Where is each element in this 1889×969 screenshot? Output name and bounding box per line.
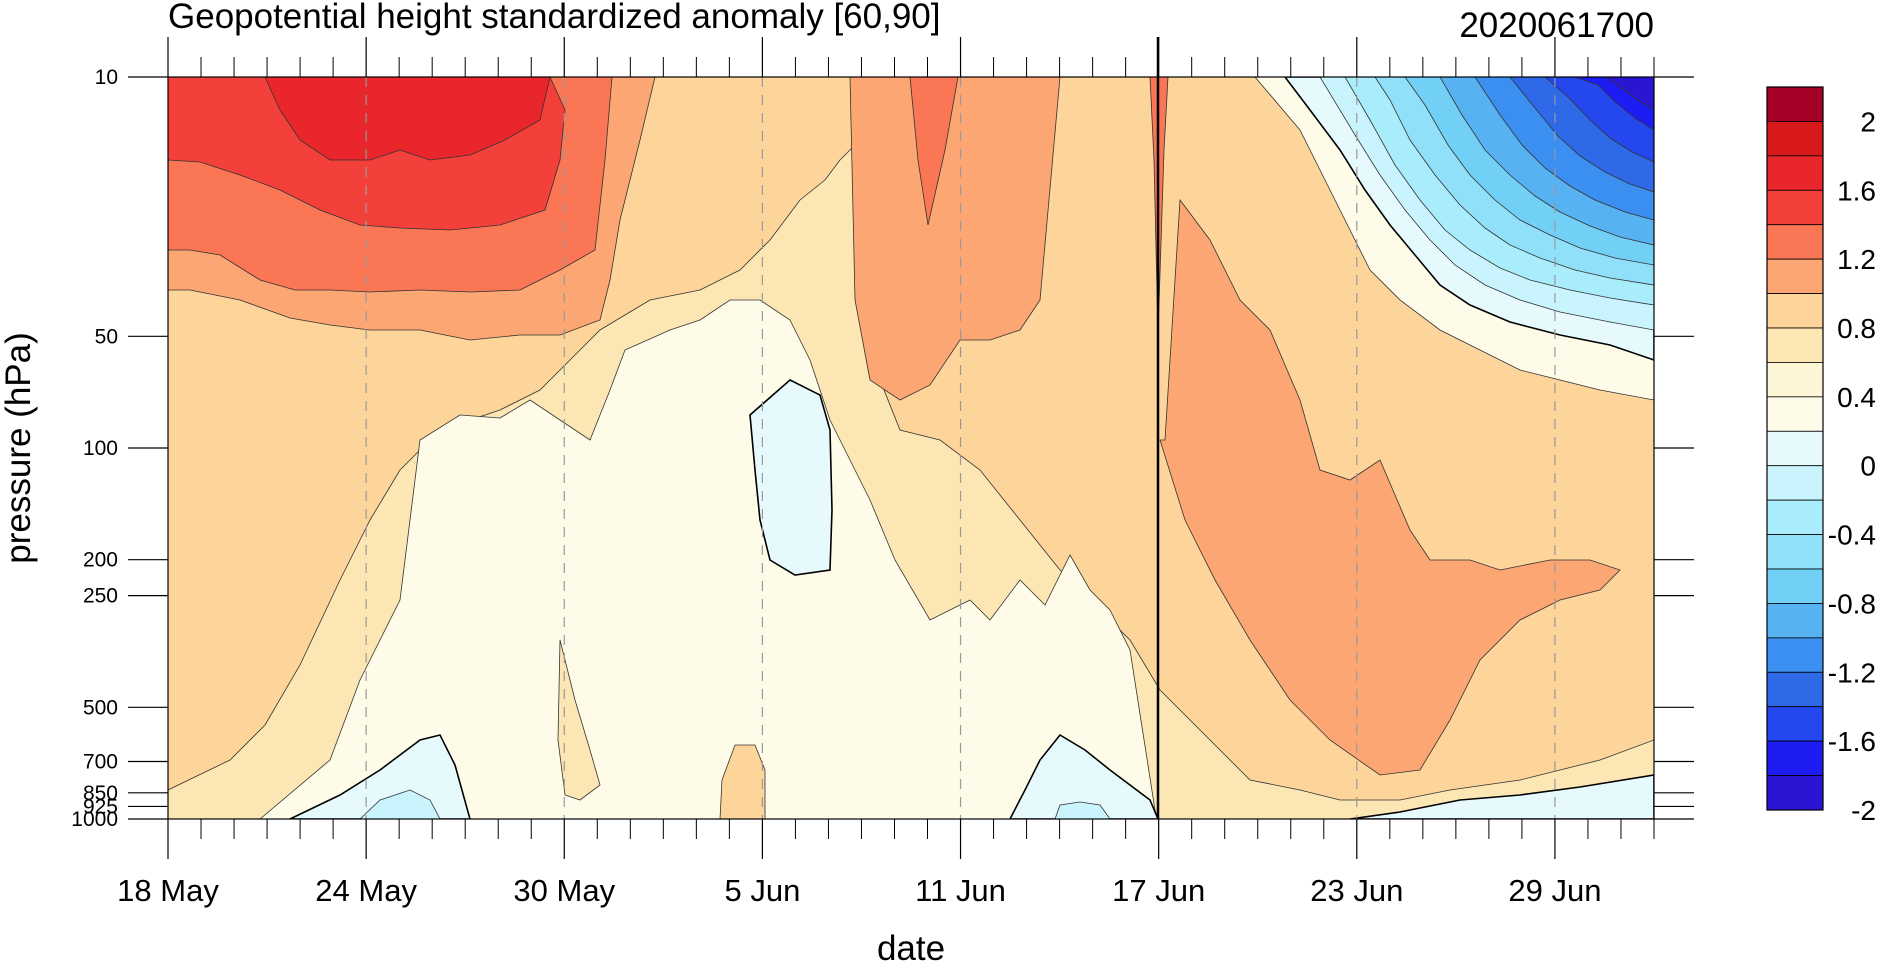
x-tick-label-3: 5 Jun <box>724 873 800 908</box>
colorbar-swatch-10 <box>1766 430 1824 467</box>
region-negative-15jun <box>1009 733 1159 819</box>
colorbar-label-4: 0.4 <box>1837 382 1876 413</box>
x-tick-label-4: 11 Jun <box>915 873 1006 908</box>
y-tick-label-2: 100 <box>83 437 118 460</box>
colorbar-swatch-2 <box>1766 155 1824 191</box>
x-tick-labels: 18 May 24 May 30 May 5 Jun 11 Jun 17 Jun 23 Ju… <box>117 873 1601 908</box>
colorbar-swatch-0 <box>1766 86 1824 122</box>
region-negative-surface-right <box>1349 774 1654 819</box>
y-tick-label-1: 50 <box>95 325 118 348</box>
region-surface-cell-5jun <box>719 744 766 819</box>
colorbar-swatch-6 <box>1766 293 1824 329</box>
x-tick-label-1: 24 May <box>315 873 417 908</box>
y-tick-label-4: 250 <box>83 585 118 608</box>
x-tick-label-2: 30 May <box>513 873 615 908</box>
colorbar-swatch-11 <box>1766 465 1824 501</box>
colorbar-label-6: -0.4 <box>1828 520 1876 551</box>
x-tick-marks <box>167 37 1655 859</box>
y-tick-label-0: 10 <box>95 66 118 89</box>
y-tick-label-3: 200 <box>83 549 118 572</box>
region-2-0-core <box>264 77 551 161</box>
colorbar-swatch-18 <box>1766 706 1824 742</box>
colorbar-swatch-8 <box>1766 362 1824 398</box>
colorbar-swatch-9 <box>1766 396 1824 432</box>
x-tick-label-0: 18 May <box>117 873 219 908</box>
colorbar-swatch-1 <box>1766 121 1824 157</box>
y-tick-label-6: 700 <box>83 751 118 774</box>
x-tick-label-5: 17 Jun <box>1112 873 1205 908</box>
x-tick-label-7: 29 Jun <box>1508 873 1601 908</box>
y-tick-label-7: 850 <box>83 782 118 805</box>
x-tick-label-6: 23 Jun <box>1310 873 1403 908</box>
colorbar-label-1: 1.6 <box>1837 175 1876 206</box>
colorbar-label-0: 2 <box>1860 106 1876 137</box>
region-0-8-right <box>1159 198 1621 776</box>
colorbar-label-9: -1.6 <box>1828 726 1876 757</box>
colorbar-label-2: 1.2 <box>1837 244 1876 275</box>
colorbar-swatch-3 <box>1766 189 1824 226</box>
colorbar-label-5: 0 <box>1860 451 1876 482</box>
contour-fills <box>168 77 1654 819</box>
colorbar-swatch-13 <box>1766 534 1824 570</box>
region-negative-5jun <box>749 379 833 576</box>
colorbar-swatch-12 <box>1766 499 1824 535</box>
colorbar-swatch-20 <box>1766 775 1824 811</box>
region-1-2-core-11jun <box>909 77 959 226</box>
colorbar-swatch-5 <box>1766 258 1824 294</box>
colorbar-swatch-15 <box>1766 603 1824 639</box>
colorbar-swatch-7 <box>1766 327 1824 363</box>
y-tick-label-9: 1000 <box>71 808 118 831</box>
y-tick-label-8: 925 <box>83 795 118 818</box>
colorbar-frame <box>1766 86 1824 811</box>
colorbar-label-3: 0.8 <box>1837 313 1876 344</box>
region-negative-15jun-2 <box>1054 801 1111 819</box>
vertical-grid-lines <box>365 77 1556 819</box>
colorbar-swatch-19 <box>1766 740 1824 776</box>
region-neg-band-11 <box>1604 77 1654 111</box>
colorbar-label-8: -1.2 <box>1828 657 1876 688</box>
region-0-8-mid <box>849 77 1061 401</box>
region-negative-surface-2 <box>359 789 441 819</box>
chart-subtitle-date: 2020061700 <box>1459 6 1654 45</box>
colorbar-swatch-4 <box>1766 224 1824 260</box>
colorbar-swatch-14 <box>1766 568 1824 604</box>
region-island-30may <box>557 639 601 801</box>
colorbar-swatch-16 <box>1766 637 1824 673</box>
region-near-zero <box>259 299 1159 819</box>
colorbar-label-10: -2 <box>1851 795 1876 826</box>
colorbar: 2 1.6 1.2 0.8 0.4 0 -0.4 -0.8 -1.2 -1.6 -2 <box>1766 86 1876 826</box>
y-axis-label: pressure (hPa) <box>0 332 38 563</box>
x-axis-label: date <box>877 929 945 968</box>
colorbar-swatch-17 <box>1766 671 1824 708</box>
y-tick-label-5: 500 <box>83 696 118 719</box>
colorbar-label-7: -0.8 <box>1828 588 1876 619</box>
chart-title: Geopotential height standardized anomaly… <box>168 0 940 36</box>
